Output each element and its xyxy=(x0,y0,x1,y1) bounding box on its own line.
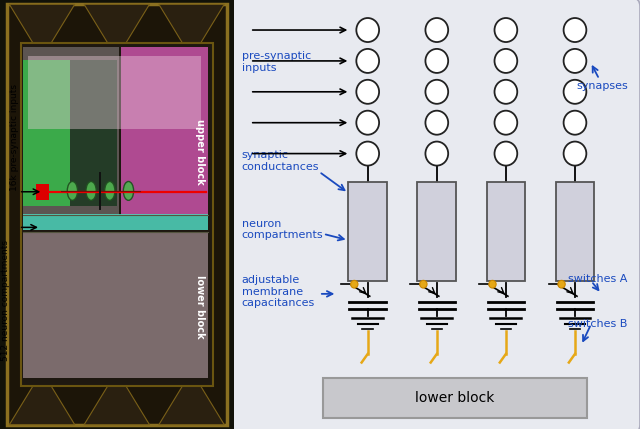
Circle shape xyxy=(356,49,379,73)
Polygon shape xyxy=(10,371,75,425)
Circle shape xyxy=(426,111,448,135)
Text: adjustable
membrane
capacitances: adjustable membrane capacitances xyxy=(242,275,315,308)
Text: 512 neuron compartments: 512 neuron compartments xyxy=(1,240,10,361)
Circle shape xyxy=(495,142,517,166)
Text: neuron
compartments: neuron compartments xyxy=(242,219,323,240)
Circle shape xyxy=(564,18,586,42)
Circle shape xyxy=(67,181,77,200)
Bar xyxy=(348,182,387,281)
Circle shape xyxy=(564,142,586,166)
Bar xyxy=(23,47,119,214)
Bar xyxy=(36,184,49,200)
Text: upper block: upper block xyxy=(195,119,205,185)
Polygon shape xyxy=(84,371,150,425)
Text: 16k pre-synaptic inputs: 16k pre-synaptic inputs xyxy=(10,84,19,191)
Bar xyxy=(556,182,595,281)
Text: lower block: lower block xyxy=(415,391,495,405)
Circle shape xyxy=(495,49,517,73)
Circle shape xyxy=(495,80,517,104)
Circle shape xyxy=(356,111,379,135)
Circle shape xyxy=(105,181,115,200)
Bar xyxy=(323,378,587,418)
Bar xyxy=(417,182,456,281)
Circle shape xyxy=(564,80,586,104)
Text: switches A: switches A xyxy=(568,274,628,284)
Circle shape xyxy=(426,142,448,166)
Text: synapses: synapses xyxy=(576,81,628,91)
Circle shape xyxy=(356,80,379,104)
Text: switches B: switches B xyxy=(568,319,628,329)
Circle shape xyxy=(489,281,496,288)
Text: pre-synaptic
inputs: pre-synaptic inputs xyxy=(242,51,311,73)
Polygon shape xyxy=(84,4,150,58)
Bar xyxy=(23,60,70,206)
Circle shape xyxy=(495,18,517,42)
Bar xyxy=(28,56,201,129)
Circle shape xyxy=(356,18,379,42)
Bar xyxy=(70,60,116,206)
Bar xyxy=(21,43,212,386)
Circle shape xyxy=(558,281,565,288)
Bar xyxy=(486,182,525,281)
Circle shape xyxy=(426,80,448,104)
Circle shape xyxy=(356,142,379,166)
Circle shape xyxy=(86,181,96,200)
Circle shape xyxy=(124,181,134,200)
Circle shape xyxy=(426,18,448,42)
Text: synaptic
conductances: synaptic conductances xyxy=(242,150,319,172)
Circle shape xyxy=(564,111,586,135)
Bar xyxy=(23,214,208,230)
Circle shape xyxy=(351,281,358,288)
Polygon shape xyxy=(10,4,75,58)
Circle shape xyxy=(564,49,586,73)
Circle shape xyxy=(495,111,517,135)
Bar xyxy=(122,47,208,214)
Polygon shape xyxy=(159,4,224,58)
FancyBboxPatch shape xyxy=(230,0,640,429)
Polygon shape xyxy=(159,371,224,425)
Text: lower block: lower block xyxy=(195,275,205,338)
Bar xyxy=(23,232,208,378)
Circle shape xyxy=(420,281,427,288)
Circle shape xyxy=(426,49,448,73)
